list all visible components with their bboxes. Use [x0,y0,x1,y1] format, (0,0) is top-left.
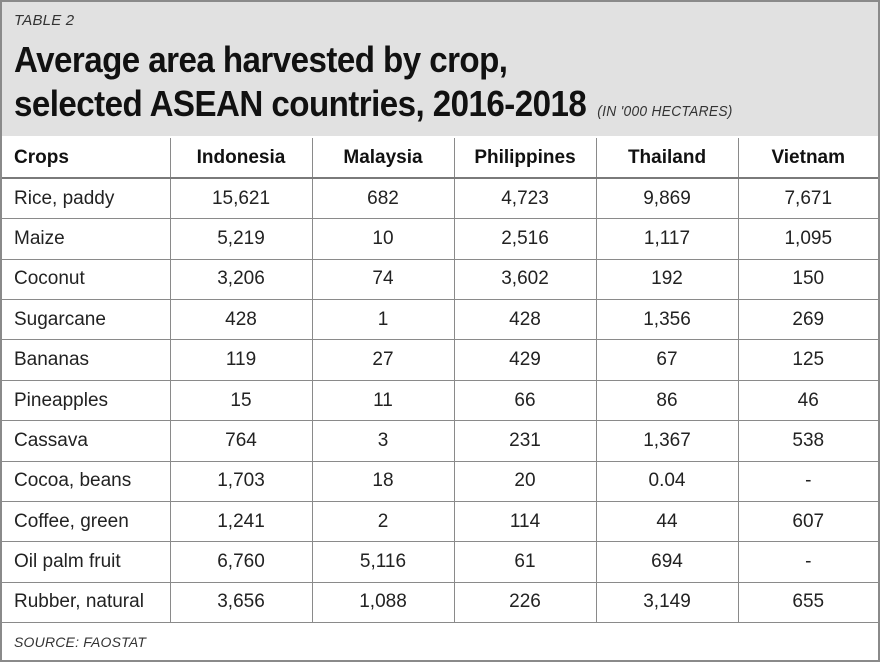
cell-crop: Cassava [2,420,171,462]
cell-thailand: 3,149 [596,582,739,624]
table-row: Cocoa, beans 1,703 18 20 0.04- [2,461,878,503]
cell-thailand: 9,869 [596,178,739,220]
cell-indonesia: 764 [170,420,313,462]
cell-malaysia: 27 [312,339,455,381]
cell-indonesia: 15 [170,380,313,422]
cell-vietnam: 46 [738,380,878,422]
cell-philippines: 3,602 [454,259,597,301]
data-table: Crops Indonesia Malaysia Philippines Tha… [2,138,878,624]
table-row: Bananas 119 27 429 67 125 [2,339,878,381]
cell-indonesia: 15,621 [170,178,313,220]
cell-philippines: 428 [454,299,597,341]
cell-vietnam: 125 [738,339,878,381]
cell-vietnam: - [738,541,878,583]
cell-philippines: 231 [454,420,597,462]
cell-crop: Rubber, natural [2,582,171,624]
source-note: SOURCE: FAOSTAT [14,634,147,650]
table-title: Average area harvested by crop, selected… [14,38,733,134]
cell-thailand: 1,117 [596,218,739,260]
table-number-label: TABLE 2 [14,12,75,29]
cell-indonesia: 119 [170,339,313,381]
cell-indonesia: 5,219 [170,218,313,260]
cell-malaysia: 10 [312,218,455,260]
cell-indonesia: 1,703 [170,461,313,503]
cell-philippines: 20 [454,461,597,503]
units-note: (IN '000 HECTARES) [597,103,733,120]
cell-philippines: 66 [454,380,597,422]
cell-crop: Maize [2,218,171,260]
cell-indonesia: 428 [170,299,313,341]
cell-crop: Oil palm fruit [2,541,171,583]
table-row: Rice, paddy 15,621 682 4,723 9,869 7,671 [2,178,878,220]
cell-vietnam: 269 [738,299,878,341]
table-row: Oil palm fruit 6,760 5,116 61 694- [2,541,878,583]
column-header-philippines: Philippines [454,138,597,180]
cell-vietnam: 1,095 [738,218,878,260]
cell-thailand: 67 [596,339,739,381]
cell-philippines: 226 [454,582,597,624]
cell-malaysia: 3 [312,420,455,462]
cell-philippines: 61 [454,541,597,583]
cell-malaysia: 1 [312,299,455,341]
cell-malaysia: 74 [312,259,455,301]
cell-malaysia: 682 [312,178,455,220]
cell-philippines: 429 [454,339,597,381]
table-row: Rubber, natural 3,656 1,088 226 3,149 655 [2,582,878,624]
cell-vietnam: 655 [738,582,878,624]
cell-philippines: 2,516 [454,218,597,260]
table-row: Sugarcane 428 1 428 1,356 269 [2,299,878,341]
table-row: Cassava 764 3 231 1,367 538 [2,420,878,462]
cell-thailand: 694 [596,541,739,583]
title-line-2: selected ASEAN countries, 2016-2018 (IN '… [14,82,733,134]
table-row: Maize 5,219 10 2,516 1,117 1,095 [2,218,878,260]
cell-vietnam: - [738,461,878,503]
cell-malaysia: 1,088 [312,582,455,624]
column-header-vietnam: Vietnam [738,138,878,180]
cell-vietnam: 607 [738,501,878,543]
cell-thailand: 44 [596,501,739,543]
column-header-indonesia: Indonesia [170,138,313,180]
cell-indonesia: 6,760 [170,541,313,583]
cell-crop: Cocoa, beans [2,461,171,503]
column-header-malaysia: Malaysia [312,138,455,180]
title-line-1: Average area harvested by crop, [14,39,508,80]
cell-thailand: 1,356 [596,299,739,341]
table-row: Coffee, green 1,241 2 114 44 607 [2,501,878,543]
cell-crop: Sugarcane [2,299,171,341]
cell-malaysia: 5,116 [312,541,455,583]
cell-thailand: 0.04 [596,461,739,503]
cell-crop: Coconut [2,259,171,301]
cell-vietnam: 7,671 [738,178,878,220]
cell-crop: Bananas [2,339,171,381]
cell-vietnam: 150 [738,259,878,301]
cell-malaysia: 18 [312,461,455,503]
cell-indonesia: 1,241 [170,501,313,543]
cell-malaysia: 2 [312,501,455,543]
cell-vietnam: 538 [738,420,878,462]
cell-philippines: 4,723 [454,178,597,220]
table-body: Rice, paddy 15,621 682 4,723 9,869 7,671 Maize… [2,178,878,624]
header-row: Crops Indonesia Malaysia Philippines Tha… [2,138,878,180]
column-header-crops: Crops [2,138,171,180]
table-row: Pineapples 15 11 66 86 46 [2,380,878,422]
cell-indonesia: 3,656 [170,582,313,624]
cell-indonesia: 3,206 [170,259,313,301]
cell-thailand: 192 [596,259,739,301]
cell-crop: Rice, paddy [2,178,171,220]
cell-crop: Pineapples [2,380,171,422]
cell-crop: Coffee, green [2,501,171,543]
cell-philippines: 114 [454,501,597,543]
cell-malaysia: 11 [312,380,455,422]
cell-thailand: 1,367 [596,420,739,462]
cell-thailand: 86 [596,380,739,422]
column-header-thailand: Thailand [596,138,739,180]
table-header: TABLE 2 Average area harvested by crop, … [2,2,878,136]
title-line-2-text: selected ASEAN countries, 2016-2018 [14,83,587,124]
table-row: Coconut 3,206 74 3,602 192 150 [2,259,878,301]
